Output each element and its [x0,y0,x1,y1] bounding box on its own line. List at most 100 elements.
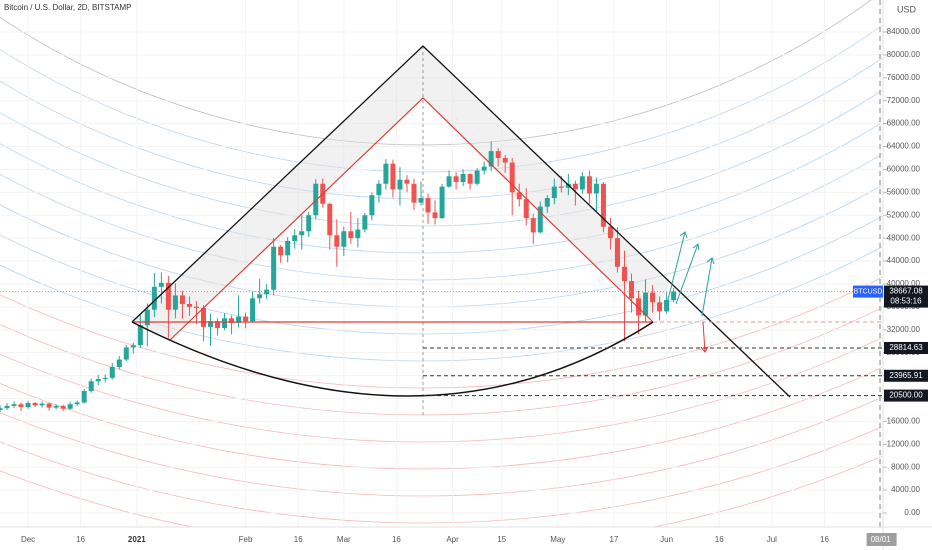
candle-body [123,347,129,360]
candle-body [607,226,613,239]
price-box [884,342,928,355]
candle-body [81,391,87,403]
drawings [132,46,670,415]
down-arrow [700,321,709,353]
price-label: 20500.00 [889,391,923,400]
x-tick-label: 16 [715,535,724,544]
fib-arc [0,396,882,497]
arrow-head [679,231,688,239]
candle-body [278,246,284,256]
candle-body [629,281,635,299]
candle-body [179,295,185,304]
candles [0,141,677,413]
candle-body [250,298,256,322]
candle-body [495,151,501,158]
candle-body [572,183,578,190]
candle-body [151,286,157,310]
candle-body [614,238,620,267]
arrow [675,243,699,305]
y-tick-label: 80000.00 [887,50,921,59]
candle-body [643,292,649,316]
candle-body [488,151,494,167]
projection-arrows [667,231,715,317]
candle-body [376,183,382,196]
y-tick-label: 84000.00 [887,27,921,36]
x-tick-label: 17 [610,535,619,544]
x-tick-label: Mar [337,535,351,544]
candle-body [102,377,108,380]
candle-body [186,303,192,307]
chart-title: Bitcoin / U.S. Dollar, 2D, BITSTAMP [4,3,131,12]
candle-body [116,359,122,367]
x-tick-label: 16 [820,535,829,544]
candle-body [222,318,228,329]
x-tick-label: Jul [767,535,777,544]
candle-body [193,306,199,309]
candle-body [236,316,242,323]
candle-body [621,266,627,282]
candle-body [257,294,263,299]
candle-body [32,403,38,406]
arrow-head [700,346,709,353]
fib-arc [0,366,882,470]
axes: 0.004000.008000.0012000.0016000.0020000.… [0,27,928,546]
candle-body [200,308,206,327]
last-price-label: 38667.08 [889,287,923,296]
shade-right [423,46,670,322]
candle-body [467,174,473,184]
fib-arc [0,426,882,524]
candle-body [306,215,312,232]
candle-body [18,404,24,408]
candle-body [671,291,677,300]
candle-body [636,298,642,316]
candle-body [327,203,333,236]
candle-body [208,321,214,327]
candle-body [165,282,171,310]
candle-body [544,198,550,207]
bowl-curve [131,321,654,397]
candle-body [215,321,221,329]
x-tick-label: Jun [660,535,673,544]
candle-body [502,157,508,163]
candle-body [144,309,150,326]
candle-body [579,176,585,190]
candle-body [362,215,368,230]
candle-body [474,170,480,184]
candle-body [109,366,115,378]
candle-body [369,195,375,216]
candle-body [593,183,599,194]
countdown: 08:53:16 [890,297,922,306]
x-tick-label: 08/01 [871,535,892,544]
candle-body [348,231,354,239]
y-tick-label: 60000.00 [887,165,921,174]
price-label: 28814.63 [889,343,923,352]
candle-body [586,176,592,194]
y-tick-label: 12000.00 [887,439,921,448]
candle-body [137,325,143,346]
symbol-label: BTCUSD [854,288,883,295]
shade-left [132,46,423,340]
candle-body [481,166,487,171]
y-tick-label: 52000.00 [887,210,921,219]
grid [0,0,882,527]
x-tick-label: 16 [392,535,401,544]
candle-body [11,404,17,406]
y-tick-label: 40000.00 [887,279,921,288]
last-price-box [884,285,928,308]
x-tick-label: 2021 [128,535,146,544]
symbol-box [853,285,883,298]
arrow [701,257,713,317]
candle-body [446,176,452,187]
candle-body [411,183,417,203]
candle-body [60,405,66,409]
candle-body [313,183,319,216]
price-box [884,389,928,402]
candle-body [460,174,466,183]
candle-body [0,408,3,410]
candle-body [530,218,536,233]
candle-body [229,318,235,323]
candle-body [523,199,529,219]
red-triangle [169,97,654,341]
